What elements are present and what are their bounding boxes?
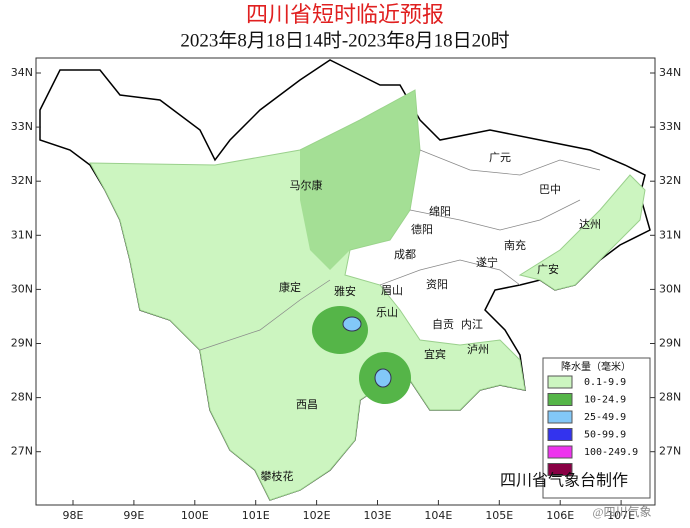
lon-label: 103E xyxy=(364,509,392,522)
legend-label: 100-249.9 xyxy=(584,447,638,458)
lat-label: 32N xyxy=(659,174,681,187)
lat-label: 29N xyxy=(11,337,33,350)
lon-label: 104E xyxy=(424,509,452,522)
legend-swatch xyxy=(547,428,573,441)
legend-swatch xyxy=(547,393,573,406)
lon-label: 101E xyxy=(242,509,270,522)
lon-label: 106E xyxy=(546,509,574,522)
lon-label: 100E xyxy=(181,509,209,522)
lon-label: 99E xyxy=(123,509,144,522)
city: 宜宾 xyxy=(424,347,446,361)
city: 雅安 xyxy=(334,284,356,298)
city: 马尔康 xyxy=(290,178,323,192)
lat-label: 33N xyxy=(659,120,681,133)
lon-label: 102E xyxy=(303,509,331,522)
prefecture-border xyxy=(199,279,331,351)
legend: 降水量（毫米） 0.1-9.9 10-24.9 25-49.9 50-99.9 100-… xyxy=(542,357,651,499)
city: 达州 xyxy=(579,218,601,231)
lat-label: 34N xyxy=(11,66,33,79)
prefecture-border xyxy=(409,199,581,231)
lat-label: 33N xyxy=(11,120,33,133)
subtitle: 2023年8月18日14时-2023年8月18日20时 xyxy=(180,29,509,51)
watermark: @四川气象 xyxy=(592,504,651,519)
city: 泸州 xyxy=(467,343,489,356)
legend-swatch xyxy=(547,445,573,459)
city: 广安 xyxy=(537,262,559,276)
lat-label: 30N xyxy=(11,282,33,295)
lat-label: 28N xyxy=(659,391,681,404)
rain-area-heavy xyxy=(312,306,368,354)
lon-label: 105E xyxy=(485,509,513,522)
lon-label: 107E xyxy=(607,509,635,522)
cities: 马尔康 广元 巴中 达州 绵阳 德阳 成都 南充 遂宁 广安 康定 雅安 眉山 … xyxy=(261,151,602,483)
legend-label: 0.1-9.9 xyxy=(584,377,626,388)
lat-label: 29N xyxy=(659,337,681,350)
city: 德阳 xyxy=(411,222,433,236)
prefecture-border xyxy=(419,149,601,176)
city: 南充 xyxy=(504,238,526,252)
rain-area-storm xyxy=(342,316,362,332)
legend-label: 10-24.9 xyxy=(584,395,626,406)
lat-label: 32N xyxy=(11,174,33,187)
lat-label: 34N xyxy=(659,66,681,79)
legend-swatch xyxy=(547,410,573,424)
city: 巴中 xyxy=(539,183,561,196)
city: 遂宁 xyxy=(476,255,498,269)
legend-swatch xyxy=(547,463,573,476)
city: 绵阳 xyxy=(429,204,451,218)
legend-title: 降水量（毫米） xyxy=(561,360,631,373)
lat-label: 27N xyxy=(11,445,33,458)
lat-label: 30N xyxy=(659,282,681,295)
city: 康定 xyxy=(279,280,301,294)
city: 乐山 xyxy=(376,306,398,319)
lat-label: 27N xyxy=(659,445,681,458)
rain-area-medium xyxy=(300,90,420,270)
city: 攀枝花 xyxy=(261,469,294,483)
credit: 四川省气象台制作 xyxy=(500,472,628,490)
city: 广元 xyxy=(489,151,511,164)
rain-area-storm xyxy=(374,368,392,388)
city: 西昌 xyxy=(296,398,318,411)
city: 内江 xyxy=(461,317,483,331)
legend-label: 25-49.9 xyxy=(584,412,626,423)
legend-swatch xyxy=(547,375,573,389)
lat-label: 28N xyxy=(11,391,33,404)
lat-label: 31N xyxy=(11,228,33,241)
legend-label: 50-99.9 xyxy=(584,430,626,441)
rain-area xyxy=(518,174,646,291)
city: 成都 xyxy=(394,248,416,261)
title: 四川省短时临近预报 xyxy=(246,2,444,27)
city: 资阳 xyxy=(426,278,448,291)
lon-label: 98E xyxy=(63,509,84,522)
city: 眉山 xyxy=(381,284,403,297)
city: 自贡 xyxy=(432,318,454,331)
lat-label: 31N xyxy=(659,228,681,241)
prefecture-border xyxy=(379,259,521,286)
